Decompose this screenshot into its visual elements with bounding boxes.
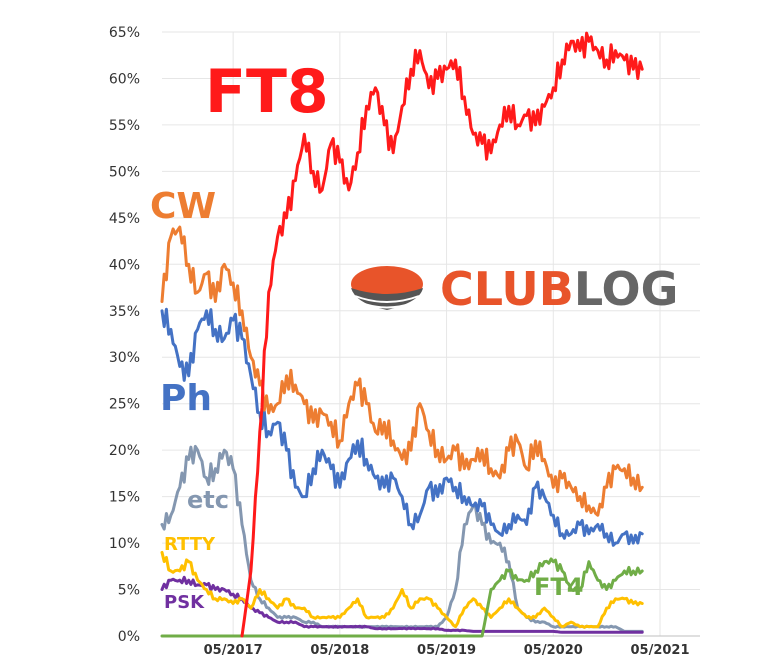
axes: 0% 5% 10% 15% 20% 25% 30% 35% 40% 45% 50% 55% 60% 65%… xyxy=(109,25,700,658)
y-tick-label: 10% xyxy=(109,536,140,552)
series-line-cw xyxy=(160,225,644,517)
x-tick-label: 05/2017 xyxy=(204,643,263,658)
y-tick-label: 55% xyxy=(109,118,140,134)
series-label-ft4: FT4 xyxy=(534,573,583,601)
series-line-ph xyxy=(160,307,644,547)
y-tick-label: 65% xyxy=(109,25,140,41)
series-line-ft8 xyxy=(240,31,644,638)
series-label-cw: CW xyxy=(150,186,216,227)
series-lines xyxy=(160,31,644,638)
series-label-ft8: FT8 xyxy=(205,57,329,127)
y-tick-label: 25% xyxy=(109,397,140,413)
y-tick-label: 35% xyxy=(109,304,140,320)
y-tick-label: 5% xyxy=(118,583,140,599)
x-tick-label: 05/2018 xyxy=(310,643,369,658)
y-tick-label: 40% xyxy=(109,257,140,273)
logo-text-club: CLUB xyxy=(440,262,574,316)
logo-text-log: LOG xyxy=(574,262,679,316)
series-label-psk: PSK xyxy=(164,592,205,613)
y-tick-label: 60% xyxy=(109,71,140,87)
x-tick-label: 05/2019 xyxy=(417,643,476,658)
y-tick-label: 15% xyxy=(109,490,140,506)
y-tick-label: 50% xyxy=(109,164,140,180)
y-tick-label: 20% xyxy=(109,443,140,459)
clublog-logo: CLUBLOG xyxy=(351,262,678,316)
series-line-rtty xyxy=(160,550,644,629)
x-tick-label: 05/2020 xyxy=(524,643,583,658)
series-label-etc: etc xyxy=(187,486,229,514)
y-tick-label: 0% xyxy=(118,629,140,645)
series-labels: FT8 CW Ph etc RTTY PSK FT4 xyxy=(150,57,583,613)
y-tick-label: 30% xyxy=(109,350,140,366)
x-tick-label: 05/2021 xyxy=(630,643,689,658)
logo-swoosh-icon xyxy=(351,266,423,310)
series-label-ph: Ph xyxy=(160,378,212,419)
logo-text: CLUBLOG xyxy=(440,262,678,316)
series-label-rtty: RTTY xyxy=(164,534,216,555)
y-tick-label: 45% xyxy=(109,211,140,227)
